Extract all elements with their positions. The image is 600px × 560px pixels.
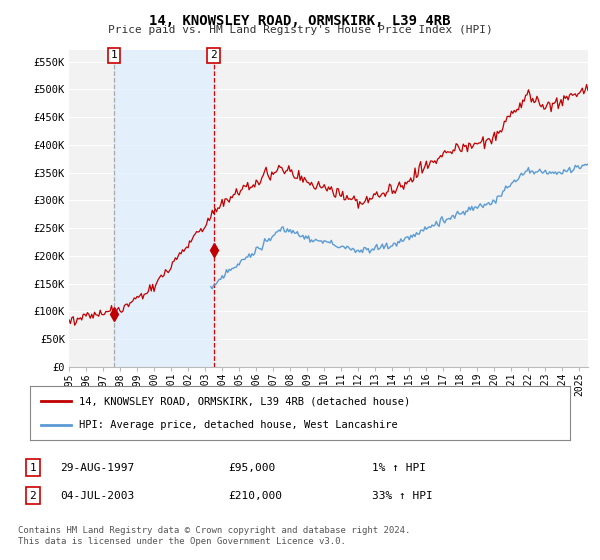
Text: 04-JUL-2003: 04-JUL-2003 bbox=[60, 491, 134, 501]
Text: 1: 1 bbox=[111, 50, 118, 60]
Text: 1: 1 bbox=[29, 463, 37, 473]
Text: This data is licensed under the Open Government Licence v3.0.: This data is licensed under the Open Gov… bbox=[18, 538, 346, 547]
Text: 2: 2 bbox=[29, 491, 37, 501]
Text: £210,000: £210,000 bbox=[228, 491, 282, 501]
Text: £95,000: £95,000 bbox=[228, 463, 275, 473]
Bar bbox=[114, 50, 214, 367]
Text: 14, KNOWSLEY ROAD, ORMSKIRK, L39 4RB (detached house): 14, KNOWSLEY ROAD, ORMSKIRK, L39 4RB (de… bbox=[79, 396, 410, 407]
Text: 2: 2 bbox=[210, 50, 217, 60]
Text: 14, KNOWSLEY ROAD, ORMSKIRK, L39 4RB: 14, KNOWSLEY ROAD, ORMSKIRK, L39 4RB bbox=[149, 14, 451, 28]
Text: Price paid vs. HM Land Registry's House Price Index (HPI): Price paid vs. HM Land Registry's House … bbox=[107, 25, 493, 35]
Text: HPI: Average price, detached house, West Lancashire: HPI: Average price, detached house, West… bbox=[79, 419, 397, 430]
Text: 29-AUG-1997: 29-AUG-1997 bbox=[60, 463, 134, 473]
Text: 33% ↑ HPI: 33% ↑ HPI bbox=[372, 491, 433, 501]
Text: Contains HM Land Registry data © Crown copyright and database right 2024.: Contains HM Land Registry data © Crown c… bbox=[18, 526, 410, 535]
Text: 1% ↑ HPI: 1% ↑ HPI bbox=[372, 463, 426, 473]
